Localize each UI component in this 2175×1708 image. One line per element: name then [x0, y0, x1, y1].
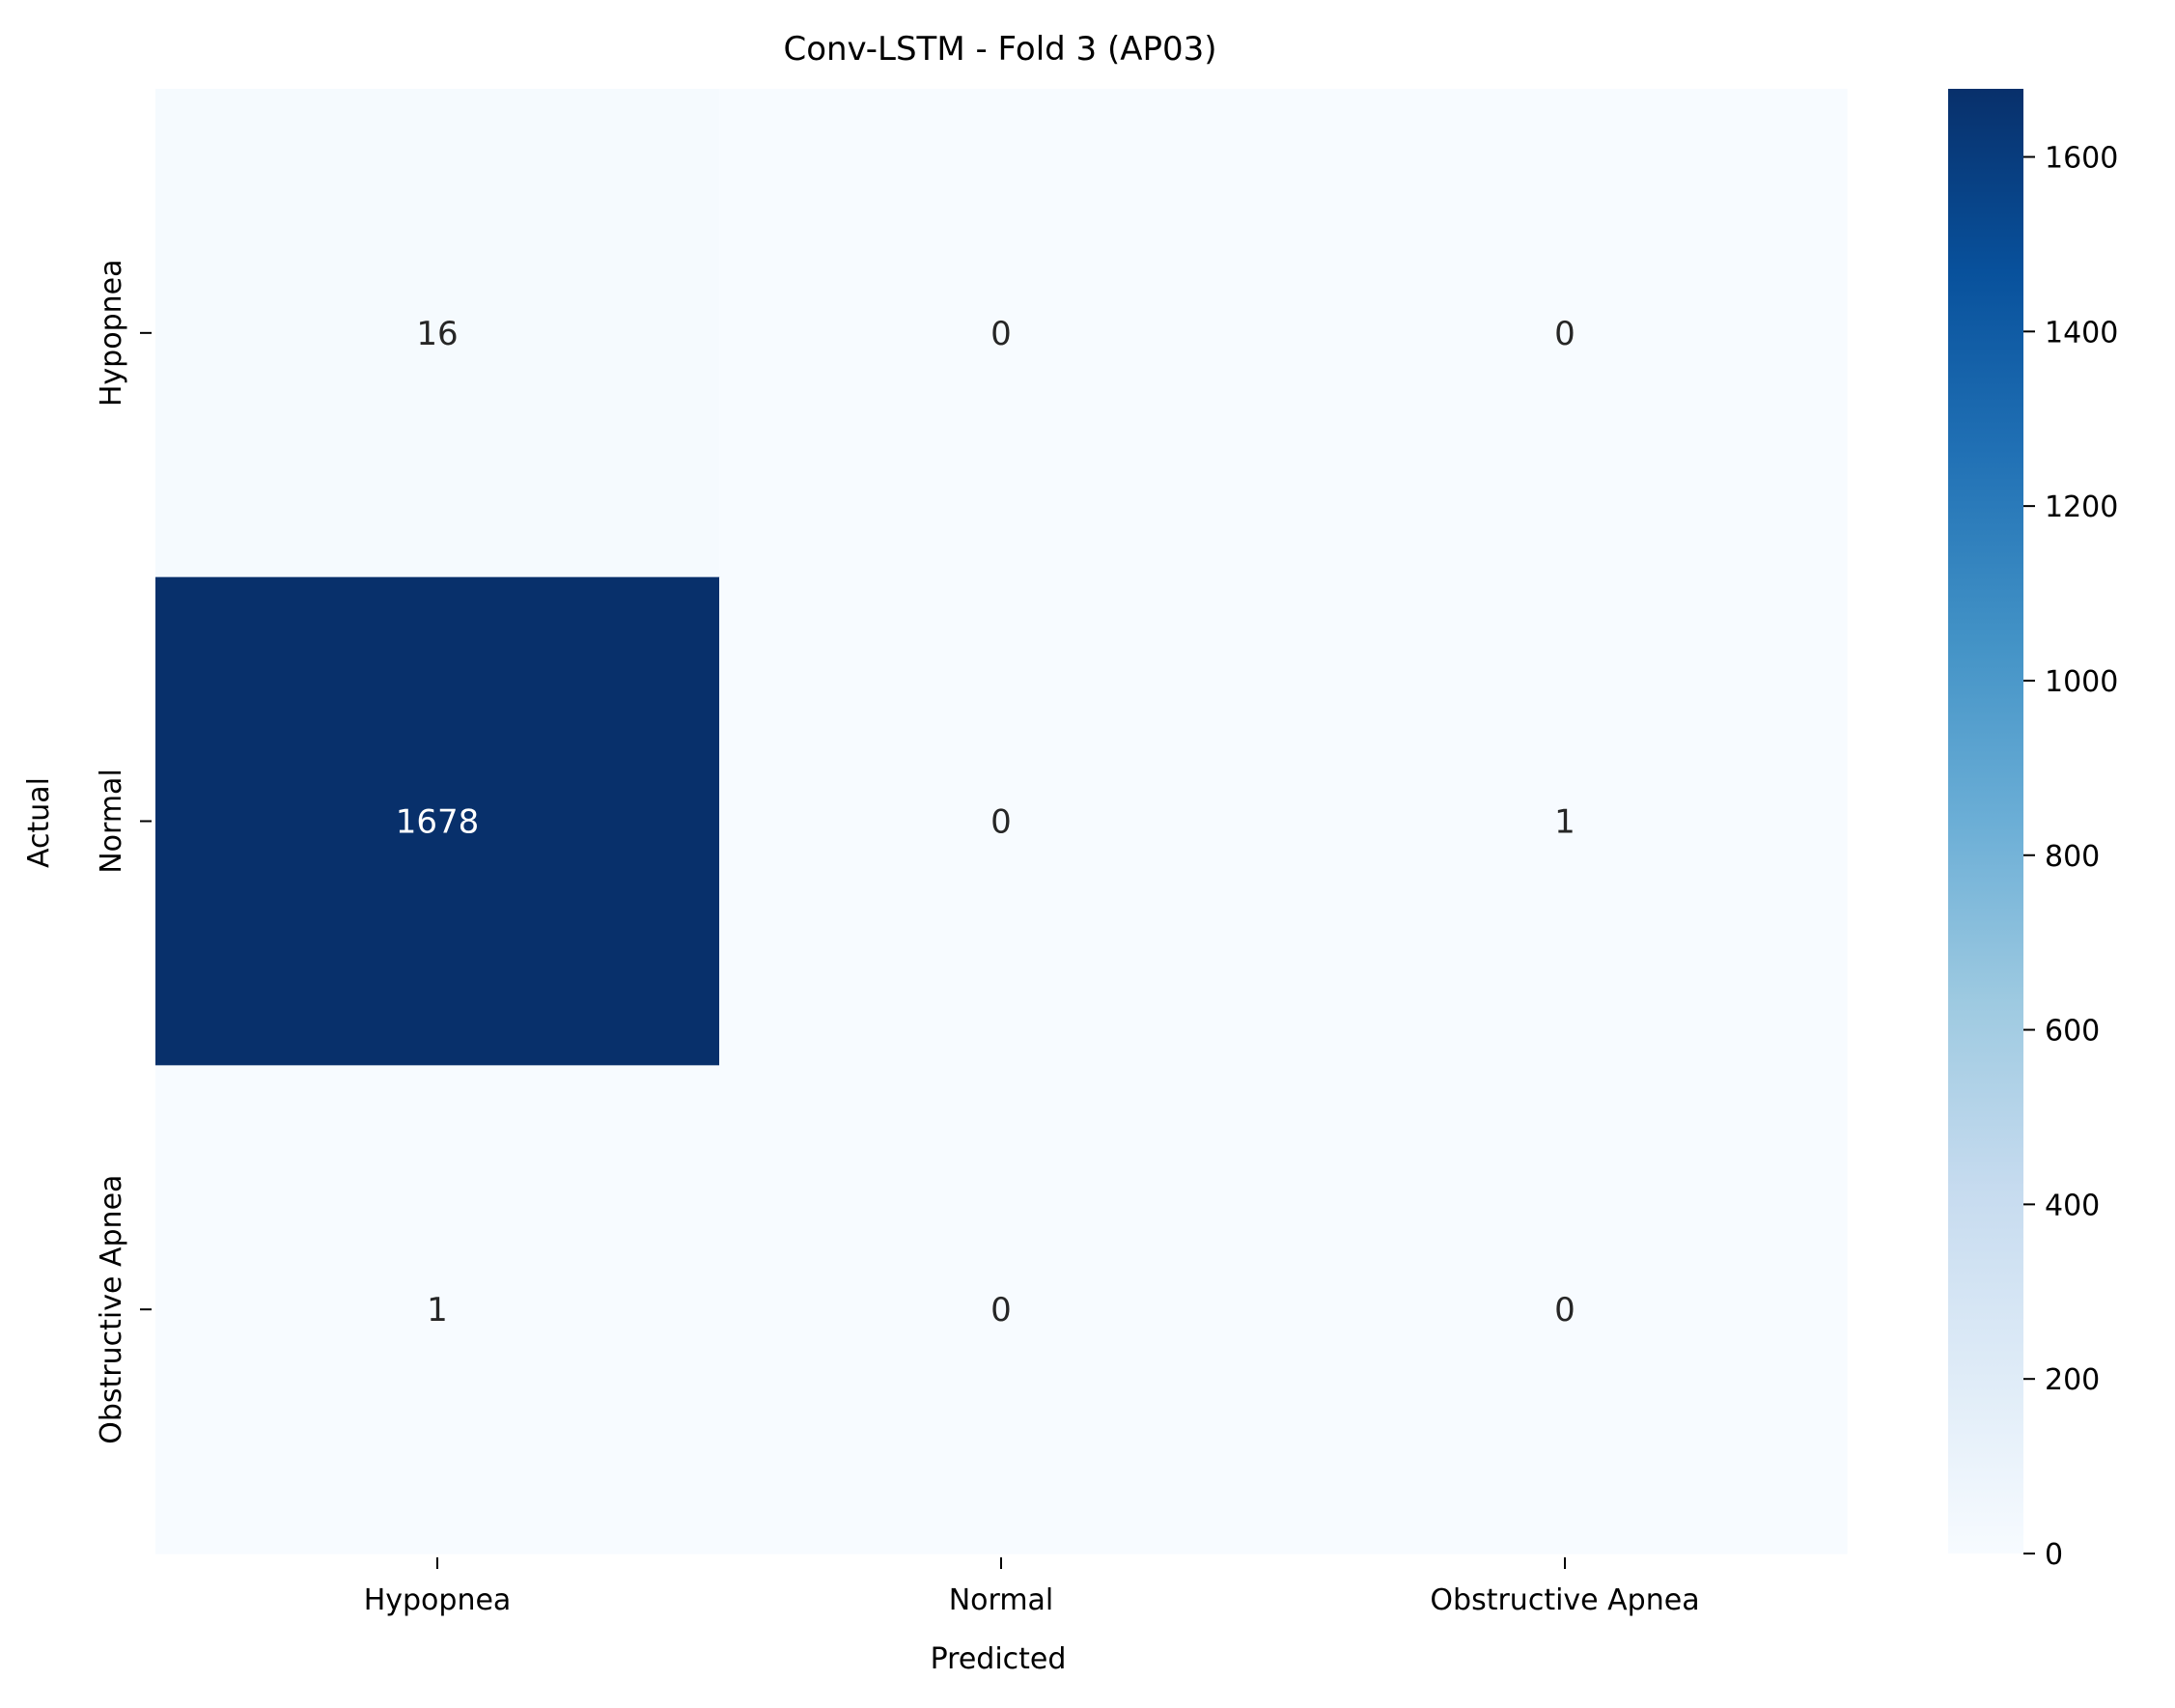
x-axis: Hypopnea Normal Obstructive Apnea: [364, 1557, 1700, 1617]
y-tick-label: Obstructive Apnea: [95, 1175, 128, 1444]
heatmap-cell-r1-c2: [1283, 576, 1848, 1066]
heatmap-cell-r0-c1: [719, 89, 1284, 578]
colorbar-tick-label: 0: [2045, 1538, 2063, 1572]
cell-value-label: 1678: [396, 803, 480, 842]
cell-value-label: 0: [990, 1291, 1012, 1330]
cell-value-label: 0: [990, 803, 1012, 842]
colorbar-tick-label: 1200: [2045, 490, 2118, 524]
colorbar-gradient: [1948, 89, 2023, 1554]
y-tick-label: Normal: [95, 769, 128, 874]
colorbar: [1948, 89, 2023, 1554]
x-axis-label: Predicted: [931, 1642, 1067, 1676]
heatmap-cell-r2-c0: [155, 1065, 720, 1554]
colorbar-tick-label: 800: [2045, 840, 2100, 874]
cell-value-label: 0: [1554, 315, 1575, 353]
colorbar-tick-label: 200: [2045, 1363, 2100, 1397]
chart-title: Conv-LSTM - Fold 3 (AP03): [783, 30, 1216, 69]
cell-value-label: 1: [427, 1291, 448, 1330]
y-tick-label: Hypopnea: [95, 260, 128, 407]
cell-value-label: 1: [1554, 803, 1575, 842]
heatmap-cell-r1-c0: [155, 576, 720, 1066]
y-axis: Hypopnea Normal Obstructive Apnea: [95, 260, 152, 1444]
cell-value-label: 0: [1554, 1291, 1575, 1330]
colorbar-tick-label: 1600: [2045, 142, 2118, 176]
colorbar-tick-label: 1000: [2045, 665, 2118, 699]
x-tick-label: Hypopnea: [364, 1583, 512, 1617]
colorbar-tick-label: 600: [2045, 1015, 2100, 1049]
heatmap-cells: [155, 89, 1848, 1554]
heatmap-cell-r0-c2: [1283, 89, 1848, 578]
heatmap-cell-r2-c2: [1283, 1065, 1848, 1554]
colorbar-ticks: 0 200 400 600 800 1000 1200 1400 1600: [2023, 142, 2118, 1572]
y-axis-label: Actual: [22, 777, 56, 868]
x-tick-label: Normal: [949, 1583, 1054, 1617]
cell-value-label: 16: [416, 315, 458, 353]
heatmap-cell-r1-c1: [719, 576, 1284, 1066]
heatmap-cell-r2-c1: [719, 1065, 1284, 1554]
colorbar-tick-label: 1400: [2045, 316, 2118, 350]
x-tick-label: Obstructive Apnea: [1430, 1583, 1699, 1617]
colorbar-tick-label: 400: [2045, 1189, 2100, 1222]
cell-value-labels: 16 0 0 1678 0 1 1 0 0: [396, 315, 1575, 1330]
cell-value-label: 0: [990, 315, 1012, 353]
heatmap-cell-r0-c0: [155, 89, 720, 578]
